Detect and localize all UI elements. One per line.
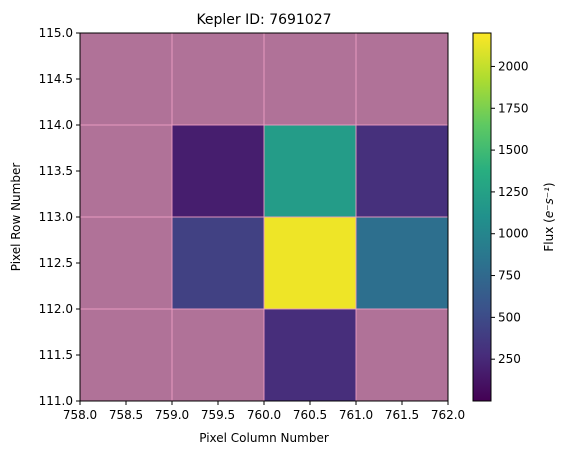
- colorbar-label-main: Flux (: [542, 218, 556, 251]
- colorbar-tick-label: 750: [498, 269, 521, 283]
- masked-pixel: [80, 125, 172, 217]
- aperture-pixel: [356, 217, 448, 309]
- x-tick-label: 761.0: [339, 408, 373, 422]
- aperture-pixel: [264, 309, 356, 401]
- masked-pixel: [80, 33, 172, 125]
- x-tick-label: 760.0: [247, 408, 281, 422]
- y-axis-label: Pixel Row Number: [9, 163, 23, 272]
- x-axis: 758.0 758.5 759.0 759.5 760.0 760.5 761.0 761.5…: [63, 401, 465, 422]
- y-tick-label: 111.0: [39, 394, 73, 408]
- aperture-pixel: [264, 217, 356, 309]
- x-tick-label: 758.5: [109, 408, 143, 422]
- aperture-pixel: [264, 125, 356, 217]
- y-tick-label: 115.0: [39, 26, 73, 40]
- colorbar-label-math: e⁻s⁻¹: [542, 187, 556, 218]
- x-axis-label: Pixel Column Number: [199, 431, 329, 445]
- masked-pixel: [172, 33, 264, 125]
- colorbar-tick-label: 1500: [498, 143, 529, 157]
- y-tick-label: 114.5: [39, 72, 73, 86]
- aperture-pixel: [356, 125, 448, 217]
- x-tick-label: 759.5: [201, 408, 235, 422]
- colorbar-tick-label: 1750: [498, 101, 529, 115]
- x-tick-label: 759.0: [155, 408, 189, 422]
- colorbar-tick-label: 250: [498, 352, 521, 366]
- colorbar-tick-label: 1250: [498, 185, 529, 199]
- x-tick-label: 760.5: [293, 408, 327, 422]
- masked-pixel: [80, 309, 172, 401]
- aperture-pixel: [172, 125, 264, 217]
- masked-pixel: [172, 309, 264, 401]
- colorbar-tick-label: 1000: [498, 227, 529, 241]
- y-tick-label: 112.5: [39, 256, 73, 270]
- masked-pixel: [356, 33, 448, 125]
- colorbar-axis: 250 500 750 1000 1250 1500 1750 2000: [491, 59, 529, 366]
- masked-pixel: [356, 309, 448, 401]
- masked-pixel: [80, 217, 172, 309]
- colorbar-tick-label: 2000: [498, 59, 529, 73]
- chart-title: Kepler ID: 7691027: [196, 12, 331, 28]
- x-tick-label: 761.5: [385, 408, 419, 422]
- y-tick-label: 112.0: [39, 302, 73, 316]
- y-axis: 111.0 111.5 112.0 112.5 113.0 113.5 114.0 114.5…: [39, 26, 80, 408]
- colorbar-label-close: ): [542, 182, 556, 187]
- y-tick-label: 113.5: [39, 164, 73, 178]
- x-tick-label: 762.0: [431, 408, 465, 422]
- x-tick-label: 758.0: [63, 408, 97, 422]
- colorbar: [472, 32, 492, 402]
- colorbar-tick-label: 500: [498, 310, 521, 324]
- y-tick-label: 114.0: [39, 118, 73, 132]
- y-tick-label: 111.5: [39, 348, 73, 362]
- colorbar-label: Flux (e⁻s⁻¹): [542, 182, 556, 251]
- aperture-pixel: [172, 217, 264, 309]
- pixel-grid: [80, 33, 448, 401]
- y-tick-label: 113.0: [39, 210, 73, 224]
- masked-pixel: [264, 33, 356, 125]
